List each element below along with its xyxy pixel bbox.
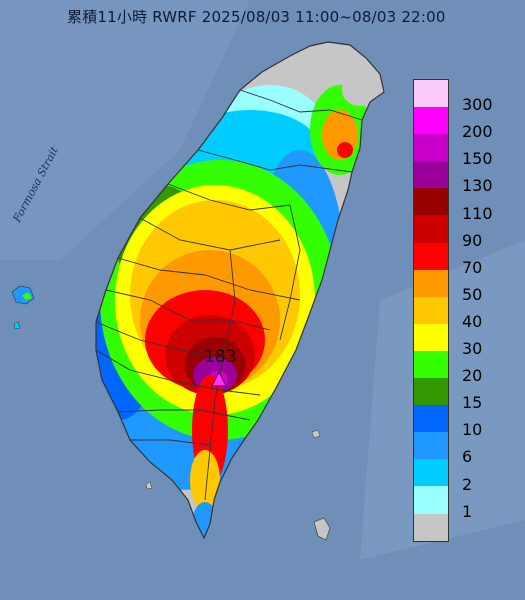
max-rainfall-value: 183 (204, 347, 237, 367)
legend-swatch (414, 405, 448, 433)
legend-swatch (414, 107, 448, 135)
legend-swatch (414, 161, 448, 189)
legend-swatch (414, 486, 448, 514)
legend-label: 110 (462, 203, 493, 223)
legend-swatch (414, 242, 448, 270)
legend-swatch (414, 378, 448, 406)
legend-swatch (414, 134, 448, 162)
legend-swatch (414, 80, 448, 108)
legend-label: 200 (462, 122, 493, 142)
legend-label: 10 (462, 420, 483, 440)
legend-label: 70 (462, 257, 483, 277)
legend-label: 2 (462, 474, 473, 494)
legend-label: 50 (462, 284, 483, 304)
legend-label: 20 (462, 366, 483, 386)
legend-label: 130 (462, 176, 493, 196)
legend-swatch (414, 432, 448, 460)
legend-label: 6 (462, 447, 473, 467)
legend-swatch (414, 188, 448, 216)
islands (11, 285, 331, 541)
sea-shade (0, 0, 250, 260)
legend-label: 15 (462, 393, 483, 413)
legend-label: 40 (462, 311, 483, 331)
triangle-marker-icon (211, 370, 227, 387)
legend-swatch (414, 513, 448, 541)
legend-swatch (414, 269, 448, 297)
legend-label: 150 (462, 149, 493, 169)
legend-label: 300 (462, 95, 493, 115)
legend-swatch (414, 350, 448, 379)
legend-label: 30 (462, 339, 483, 358)
legend-swatch (414, 215, 448, 243)
legend-swatch (414, 296, 448, 324)
legend-label: 90 (462, 230, 483, 250)
map-title: 累積11小時 RWRF 2025/08/03 11:00~08/03 22:00 (67, 8, 446, 26)
legend-swatch (414, 323, 448, 351)
color-legend (413, 79, 449, 542)
legend-label: 1 (462, 501, 473, 521)
legend-swatch (414, 459, 448, 487)
county-borders (95, 41, 385, 540)
